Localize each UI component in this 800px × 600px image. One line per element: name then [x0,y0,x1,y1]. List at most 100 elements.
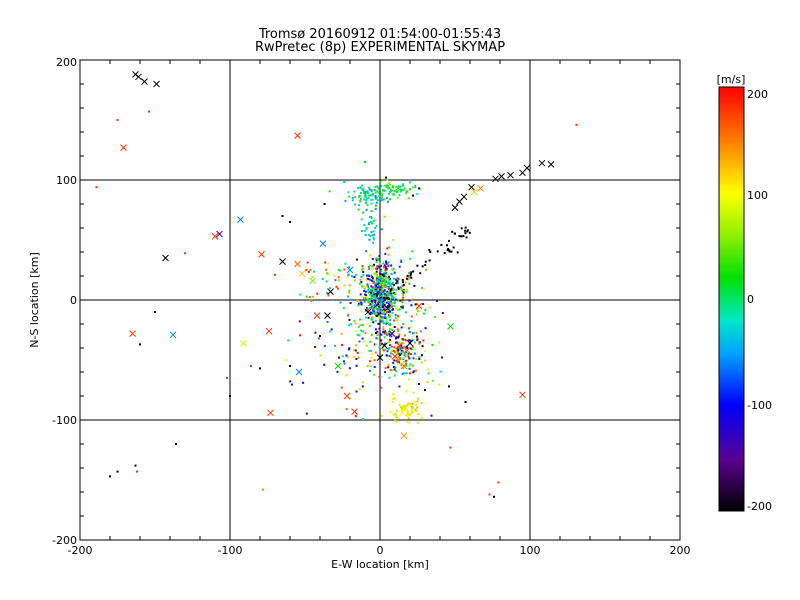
y-tick-label: -100 [52,414,77,427]
data-point [405,345,408,348]
data-point [259,367,261,370]
data-point [424,308,427,311]
data-point [424,327,427,330]
data-point [310,299,313,302]
data-point [379,273,382,276]
data-point [365,279,368,282]
data-point [299,334,301,337]
data-point [380,228,383,231]
data-point [289,365,291,367]
data-point [384,184,387,187]
data-point [415,403,418,406]
data-point [385,186,388,188]
data-point [371,265,374,268]
data-point [405,191,408,193]
data-point [368,238,371,241]
data-marker [396,342,403,349]
data-point [370,220,372,223]
data-point [387,333,390,336]
data-point [359,324,362,327]
data-point [377,283,380,286]
data-point [348,289,351,292]
data-point [380,192,383,195]
data-marker [279,258,286,265]
data-point [262,488,264,491]
data-point [380,199,383,202]
data-marker [471,188,478,196]
data-point [370,189,373,191]
data-point [298,320,301,323]
data-point [398,194,401,197]
data-point [409,274,412,277]
data-point [397,330,400,333]
data-point [383,198,385,201]
data-point [369,340,372,343]
data-point [389,198,392,201]
data-point [385,318,388,321]
data-point [371,222,374,225]
data-point [378,302,381,305]
data-marker [327,288,334,295]
data-point [314,346,317,348]
data-point [375,332,377,334]
data-point [373,219,376,222]
data-marker [313,312,321,319]
data-point [432,379,434,382]
data-point [409,188,412,191]
data-point [412,370,415,373]
data-point [408,299,411,302]
data-point [373,286,376,289]
data-point [308,296,311,298]
data-point [401,299,404,301]
data-point [368,233,370,236]
data-point [370,274,373,277]
data-point [370,190,373,193]
data-point [366,283,369,286]
data-marker [351,408,358,415]
data-point [365,208,368,211]
data-point [373,295,376,298]
data-point [397,187,399,190]
data-point [305,412,308,415]
data-point [347,274,350,277]
data-point [402,323,405,326]
data-point [344,199,347,202]
data-point [395,288,398,291]
data-point [382,266,385,269]
data-point [364,297,367,300]
data-point [377,191,380,194]
data-point [448,385,450,388]
data-point [348,318,351,321]
data-point [415,313,418,316]
data-point [384,307,386,310]
data-point [359,318,362,321]
data-point [384,371,386,374]
data-point [369,253,372,256]
data-point [409,353,412,355]
data-point [354,349,357,352]
data-point [366,298,369,301]
data-point [371,234,374,237]
data-point [408,378,410,381]
data-point [400,352,403,355]
data-point [365,227,368,230]
data-point [395,359,398,362]
colorbar-unit-label: [m/s] [717,73,746,86]
data-point [389,301,392,304]
data-marker [240,339,247,347]
data-point [464,226,467,229]
data-point [366,192,369,194]
data-point [385,298,388,301]
data-point [402,296,404,299]
data-point [376,330,379,333]
data-point [399,357,402,360]
data-point [391,397,394,400]
data-point [384,283,387,286]
data-point [416,307,419,310]
data-point [383,289,386,292]
data-point [387,182,390,185]
data-point [402,281,404,284]
data-point [388,187,391,190]
data-point [456,251,459,254]
data-point [375,308,378,311]
